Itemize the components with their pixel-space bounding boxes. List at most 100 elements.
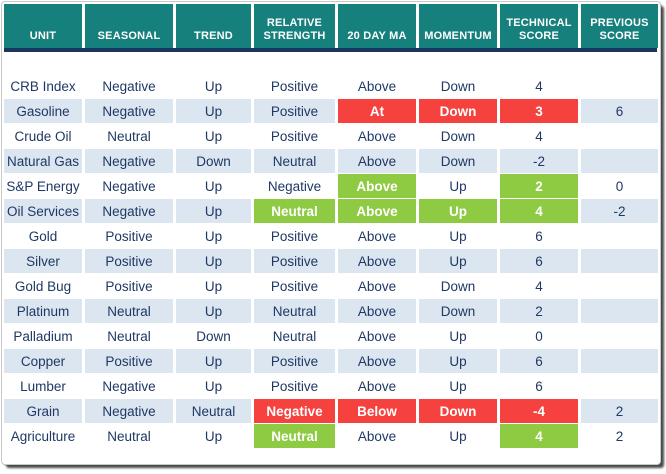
cell-20-day-ma: Above — [338, 149, 416, 173]
cell-momentum: Up — [419, 324, 497, 348]
cell-relative-strength: Positive — [254, 99, 335, 123]
cell-unit: Crude Oil — [4, 124, 82, 148]
table-row: Oil Services Negative Up Neutral Above Up 4 -2 — [4, 199, 658, 224]
cell-technical-score: 0 — [500, 324, 578, 348]
cell-seasonal: Negative — [85, 174, 173, 198]
cell-unit: Natural Gas — [4, 149, 82, 173]
column-header-20-day-ma: 20 DAY MA — [338, 4, 416, 48]
column-header-unit: UNIT — [4, 4, 82, 48]
cell-previous-score: 6 — [581, 99, 658, 123]
table-body: CRB Index Negative Up Positive Above Down 4 Gas… — [4, 52, 658, 449]
cell-20-day-ma: Above — [338, 224, 416, 248]
cell-momentum: Down — [419, 149, 497, 173]
cell-unit: CRB Index — [4, 52, 82, 98]
cell-trend: Up — [176, 99, 251, 123]
cell-previous-score — [581, 124, 658, 148]
cell-seasonal: Positive — [85, 224, 173, 248]
cell-momentum: Down — [419, 99, 497, 123]
cell-20-day-ma: Above — [338, 174, 416, 198]
cell-previous-score — [581, 349, 658, 373]
table-row: Gold Bug Positive Up Positive Above Down 4 — [4, 274, 658, 299]
cell-seasonal: Negative — [85, 52, 173, 98]
cell-trend: Up — [176, 199, 251, 223]
cell-20-day-ma: Above — [338, 424, 416, 448]
header-separator-line — [4, 48, 657, 52]
cell-technical-score: 6 — [500, 374, 578, 398]
cell-20-day-ma: Above — [338, 349, 416, 373]
cell-momentum: Down — [419, 399, 497, 423]
cell-previous-score: 2 — [581, 424, 658, 448]
cell-technical-score: 6 — [500, 249, 578, 273]
cell-trend: Down — [176, 324, 251, 348]
cell-momentum: Up — [419, 199, 497, 223]
cell-relative-strength: Positive — [254, 274, 335, 298]
cell-technical-score: 2 — [500, 299, 578, 323]
cell-unit: S&P Energy — [4, 174, 82, 198]
cell-relative-strength: Neutral — [254, 424, 335, 448]
cell-momentum: Up — [419, 249, 497, 273]
cell-20-day-ma: Above — [338, 124, 416, 148]
cell-momentum: Up — [419, 174, 497, 198]
table-row: Crude Oil Neutral Up Positive Above Down 4 — [4, 124, 658, 149]
cell-technical-score: 4 — [500, 424, 578, 448]
cell-trend: Up — [176, 174, 251, 198]
cell-unit: Palladium — [4, 324, 82, 348]
column-header-previous-score: PREVIOUS SCORE — [581, 4, 658, 48]
cell-momentum: Down — [419, 124, 497, 148]
cell-previous-score — [581, 299, 658, 323]
cell-20-day-ma: Above — [338, 374, 416, 398]
cell-unit: Gasoline — [4, 99, 82, 123]
cell-technical-score: -4 — [500, 399, 578, 423]
cell-unit: Grain — [4, 399, 82, 423]
table-row: Agriculture Neutral Up Neutral Above Up 4 2 — [4, 424, 658, 449]
cell-previous-score — [581, 149, 658, 173]
cell-momentum: Up — [419, 349, 497, 373]
cell-momentum: Down — [419, 52, 497, 98]
cell-seasonal: Negative — [85, 399, 173, 423]
column-header-momentum: MOMENTUM — [419, 4, 497, 48]
cell-technical-score: 4 — [500, 124, 578, 148]
table-row: Gasoline Negative Up Positive At Down 3 6 — [4, 99, 658, 124]
cell-unit: Agriculture — [4, 424, 82, 448]
cell-relative-strength: Positive — [254, 124, 335, 148]
table-row: Palladium Neutral Down Neutral Above Up 0 — [4, 324, 658, 349]
table-row: Platinum Neutral Up Neutral Above Down 2 — [4, 299, 658, 324]
cell-technical-score: 4 — [500, 274, 578, 298]
cell-relative-strength: Positive — [254, 224, 335, 248]
cell-relative-strength: Neutral — [254, 299, 335, 323]
cell-unit: Oil Services — [4, 199, 82, 223]
footer-space — [4, 449, 657, 464]
cell-20-day-ma: Below — [338, 399, 416, 423]
table-header-row: UNIT SEASONAL TREND RELATIVE STRENGTH 20 DAY… — [4, 4, 658, 48]
table-row: Grain Negative Neutral Negative Below Down -4 2 — [4, 399, 658, 424]
cell-20-day-ma: Above — [338, 249, 416, 273]
cell-seasonal: Positive — [85, 274, 173, 298]
cell-relative-strength: Positive — [254, 374, 335, 398]
table-row: Silver Positive Up Positive Above Up 6 — [4, 249, 658, 274]
cell-trend: Up — [176, 349, 251, 373]
cell-seasonal: Neutral — [85, 299, 173, 323]
cell-trend: Up — [176, 224, 251, 248]
cell-unit: Gold Bug — [4, 274, 82, 298]
cell-technical-score: 6 — [500, 224, 578, 248]
cell-relative-strength: Negative — [254, 174, 335, 198]
cell-previous-score: -2 — [581, 199, 658, 223]
cell-previous-score — [581, 324, 658, 348]
cell-technical-score: 6 — [500, 349, 578, 373]
cell-trend: Up — [176, 374, 251, 398]
table-row: S&P Energy Negative Up Negative Above Up 2 0 — [4, 174, 658, 199]
cell-trend: Neutral — [176, 399, 251, 423]
cell-trend: Up — [176, 52, 251, 98]
cell-unit: Copper — [4, 349, 82, 373]
table-row: Lumber Negative Up Positive Above Up 6 — [4, 374, 658, 399]
cell-seasonal: Positive — [85, 349, 173, 373]
cell-trend: Down — [176, 149, 251, 173]
cell-unit: Gold — [4, 224, 82, 248]
cell-20-day-ma: Above — [338, 199, 416, 223]
cell-previous-score — [581, 224, 658, 248]
cell-seasonal: Neutral — [85, 324, 173, 348]
table-row: Copper Positive Up Positive Above Up 6 — [4, 349, 658, 374]
cell-technical-score: -2 — [500, 149, 578, 173]
cell-unit: Lumber — [4, 374, 82, 398]
cell-20-day-ma: At — [338, 99, 416, 123]
